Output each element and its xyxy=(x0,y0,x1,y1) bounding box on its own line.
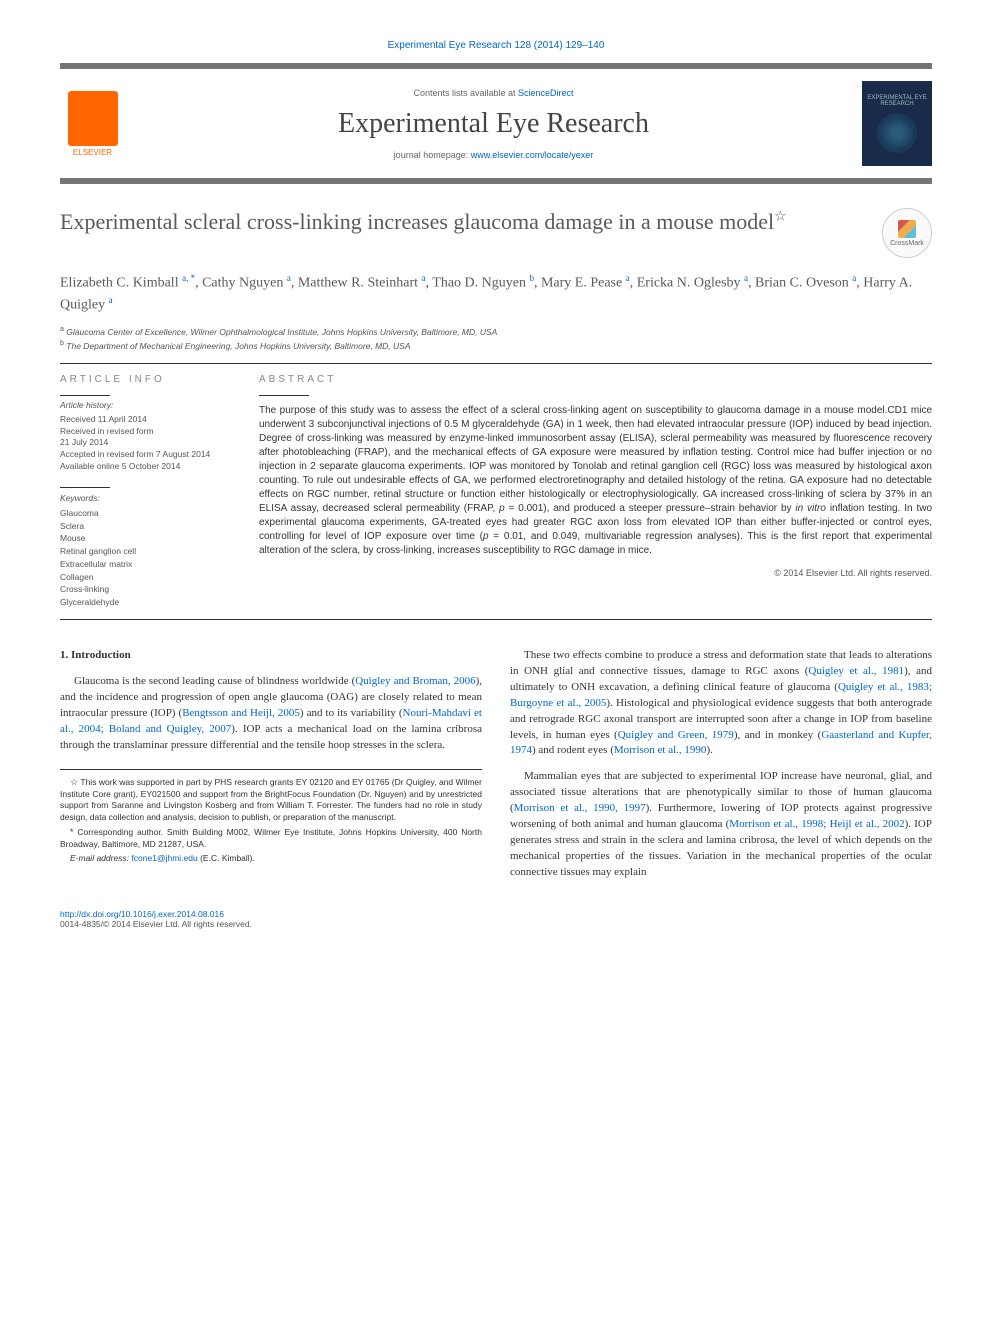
keyword: Glyceraldehyde xyxy=(60,596,235,609)
article-info-panel: ARTICLE INFO Article history: Received 1… xyxy=(60,374,235,609)
email-suffix: (E.C. Kimball). xyxy=(200,853,255,863)
keyword: Retinal ganglion cell xyxy=(60,545,235,558)
affiliation-a: Glaucoma Center of Excellence, Wilmer Op… xyxy=(66,327,497,337)
article-info-heading: ARTICLE INFO xyxy=(60,374,235,385)
article-title: Experimental scleral cross-linking incre… xyxy=(60,208,862,237)
body-column-left: 1. Introduction Glaucoma is the second l… xyxy=(60,648,482,891)
journal-homepage: journal homepage: www.elsevier.com/locat… xyxy=(125,150,862,160)
section-number: 1. xyxy=(60,649,68,661)
corresponding-email-link[interactable]: fcone1@jhmi.edu xyxy=(131,853,197,863)
section-title: Introduction xyxy=(71,649,131,661)
cover-title: EXPERIMENTAL EYE RESEARCH xyxy=(866,95,928,107)
footnote-corresponding: * Corresponding author. Smith Building M… xyxy=(60,826,482,850)
authors-list: Elizabeth C. Kimball a, *, Cathy Nguyen … xyxy=(60,272,932,315)
keyword: Collagen xyxy=(60,571,235,584)
history-line: Received 11 April 2014 xyxy=(60,414,235,426)
keywords-label: Keywords: xyxy=(60,492,235,505)
keyword: Extracellular matrix xyxy=(60,558,235,571)
elsevier-tree-icon xyxy=(68,91,118,146)
journal-cover[interactable]: EXPERIMENTAL EYE RESEARCH xyxy=(862,81,932,166)
crossmark-button[interactable]: CrossMark xyxy=(882,208,932,258)
elsevier-label: ELSEVIER xyxy=(73,148,112,157)
cover-eye-icon xyxy=(877,113,917,153)
body-column-right: These two effects combine to produce a s… xyxy=(510,648,932,891)
sciencedirect-link[interactable]: ScienceDirect xyxy=(518,88,574,98)
homepage-prefix: journal homepage: xyxy=(394,150,471,160)
intro-p3: Mammalian eyes that are subjected to exp… xyxy=(510,769,932,881)
section-1-heading: 1. Introduction xyxy=(60,648,482,664)
abstract-heading: ABSTRACT xyxy=(259,374,932,385)
email-label: E-mail address: xyxy=(70,853,129,863)
history-label: Article history: xyxy=(60,400,235,412)
history-line: Accepted in revised form 7 August 2014 xyxy=(60,449,235,461)
footnotes: ☆ This work was supported in part by PHS… xyxy=(60,769,482,864)
keyword: Mouse xyxy=(60,532,235,545)
intro-p1: Glaucoma is the second leading cause of … xyxy=(60,674,482,754)
contents-prefix: Contents lists available at xyxy=(413,88,518,98)
issn-copyright: 0014-4835/© 2014 Elsevier Ltd. All right… xyxy=(60,919,932,929)
keyword: Glaucoma xyxy=(60,507,235,520)
page-footer: http://dx.doi.org/10.1016/j.exer.2014.08… xyxy=(60,909,932,929)
elsevier-logo[interactable]: ELSEVIER xyxy=(60,84,125,164)
title-footnote-marker: ☆ xyxy=(774,210,787,225)
crossmark-icon xyxy=(898,220,916,238)
abstract-text: The purpose of this study was to assess … xyxy=(259,404,932,558)
journal-name: Experimental Eye Research xyxy=(125,108,862,140)
history-line: Received in revised form xyxy=(60,426,235,438)
history-line: Available online 5 October 2014 xyxy=(60,461,235,473)
history-line: 21 July 2014 xyxy=(60,437,235,449)
contents-available: Contents lists available at ScienceDirec… xyxy=(125,88,862,98)
homepage-link[interactable]: www.elsevier.com/locate/yexer xyxy=(471,150,594,160)
affiliations: a Glaucoma Center of Excellence, Wilmer … xyxy=(60,325,932,352)
header-citation: Experimental Eye Research 128 (2014) 129… xyxy=(60,40,932,51)
crossmark-label: CrossMark xyxy=(890,240,924,247)
doi-link[interactable]: http://dx.doi.org/10.1016/j.exer.2014.08… xyxy=(60,909,932,919)
abstract-panel: ABSTRACT The purpose of this study was t… xyxy=(259,374,932,609)
abstract-copyright: © 2014 Elsevier Ltd. All rights reserved… xyxy=(259,568,932,578)
title-text: Experimental scleral cross-linking incre… xyxy=(60,209,774,234)
footnote-funding: ☆ This work was supported in part by PHS… xyxy=(60,776,482,823)
affiliation-b: The Department of Mechanical Engineering… xyxy=(66,341,410,351)
keyword: Sclera xyxy=(60,520,235,533)
intro-p2: These two effects combine to produce a s… xyxy=(510,648,932,760)
journal-banner: ELSEVIER Contents lists available at Sci… xyxy=(60,63,932,184)
footnote-email: E-mail address: fcone1@jhmi.edu (E.C. Ki… xyxy=(60,853,482,864)
keyword: Cross-linking xyxy=(60,583,235,596)
